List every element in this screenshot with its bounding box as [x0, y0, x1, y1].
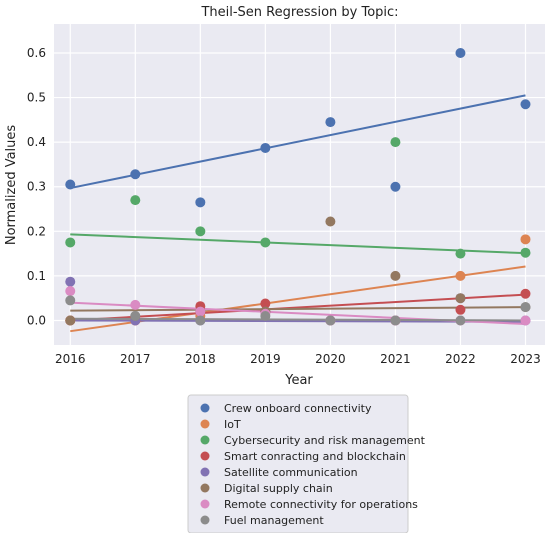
data-point: [195, 306, 206, 317]
legend-label: Cybersecurity and risk management: [224, 434, 426, 447]
y-tick-label: 0.0: [27, 313, 46, 327]
legend-label: Digital supply chain: [224, 482, 333, 495]
y-tick-label: 0.2: [27, 224, 46, 238]
data-point: [260, 237, 271, 248]
legend-marker: [200, 419, 210, 429]
y-tick-label: 0.3: [27, 180, 46, 194]
data-point: [520, 99, 531, 110]
fit-lines: [70, 94, 526, 333]
data-point: [260, 311, 271, 322]
data-point: [520, 234, 531, 245]
legend-marker: [200, 467, 210, 477]
data-point: [455, 315, 466, 326]
data-point: [130, 195, 141, 206]
fit-line: [70, 94, 526, 190]
data-point: [130, 299, 141, 310]
data-point: [325, 216, 336, 227]
legend-label: Remote connectivity for operations: [224, 498, 418, 511]
data-point: [65, 237, 76, 248]
x-axis-label: Year: [284, 373, 313, 388]
legend-label: Smart conracting and blockchain: [224, 450, 406, 463]
data-point: [130, 311, 141, 322]
legend-label: Satellite communication: [224, 466, 358, 479]
data-point: [390, 270, 401, 281]
data-point: [65, 276, 76, 287]
data-point: [130, 169, 141, 180]
x-tick-label: 2017: [120, 352, 151, 366]
data-point: [390, 181, 401, 192]
data-point: [195, 226, 206, 237]
y-tick-label: 0.6: [27, 46, 46, 60]
fit-line: [70, 317, 526, 322]
data-point: [65, 295, 76, 306]
y-tick-label: 0.5: [27, 91, 46, 105]
legend-marker: [200, 483, 210, 493]
x-tick-label: 2020: [315, 352, 346, 366]
data-point: [65, 315, 76, 326]
y-tick-label: 0.4: [27, 135, 46, 149]
data-point: [520, 247, 531, 258]
data-point: [65, 286, 76, 297]
chart-title: Theil-Sen Regression by Topic:: [200, 5, 398, 20]
data-points: [65, 47, 531, 326]
y-tick-labels: 0.0 0.1 0.2 0.3 0.4 0.5 0.6: [27, 46, 46, 327]
data-point: [390, 137, 401, 148]
fit-line: [70, 306, 526, 312]
data-point: [195, 197, 206, 208]
data-point: [455, 270, 466, 281]
data-point: [325, 315, 336, 326]
x-tick-label: 2016: [55, 352, 86, 366]
data-point: [455, 47, 466, 58]
x-tick-label: 2019: [250, 352, 281, 366]
data-point: [65, 179, 76, 190]
legend-label: Crew onboard connectivity: [224, 402, 372, 415]
fit-line: [70, 233, 526, 255]
legend-marker: [200, 515, 210, 525]
legend: Crew onboard connectivity IoT Cybersecurit…: [187, 394, 426, 533]
data-point: [455, 248, 466, 259]
data-point: [455, 293, 466, 304]
y-tick-label: 0.1: [27, 269, 46, 283]
data-point: [520, 302, 531, 313]
x-tick-label: 2023: [510, 352, 541, 366]
legend-label: Fuel management: [224, 514, 324, 527]
legend-label: IoT: [224, 418, 241, 431]
data-point: [520, 315, 531, 326]
legend-box: [187, 394, 409, 533]
data-point: [520, 288, 531, 299]
data-point: [195, 315, 206, 326]
data-point: [455, 304, 466, 315]
legend-marker: [200, 435, 210, 445]
x-tick-label: 2018: [185, 352, 216, 366]
data-point: [390, 315, 401, 326]
x-tick-label: 2022: [445, 352, 476, 366]
legend-marker: [200, 499, 210, 509]
legend-marker: [200, 403, 210, 413]
fit-line: [70, 293, 526, 322]
fit-line: [70, 319, 526, 323]
data-point: [325, 117, 336, 128]
data-point: [260, 142, 271, 153]
x-tick-label: 2021: [380, 352, 411, 366]
y-axis-label: Normalized Values: [4, 125, 19, 246]
data-point: [260, 298, 271, 309]
x-tick-labels: 2016 2017 2018 2019 2020 2021 2022 2023: [55, 352, 541, 366]
legend-marker: [200, 451, 210, 461]
